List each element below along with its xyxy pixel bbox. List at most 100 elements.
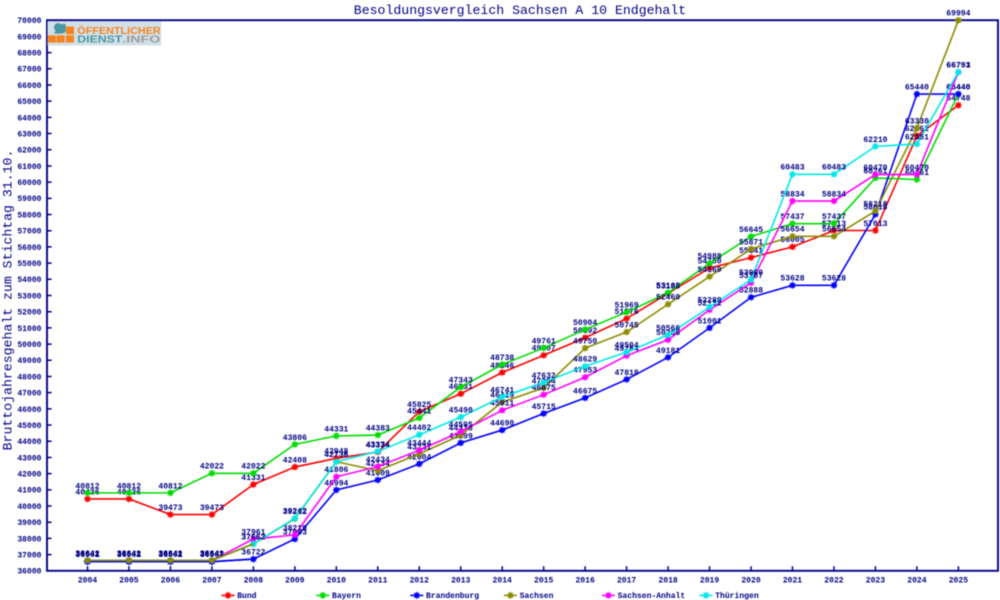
svg-text:70000: 70000 bbox=[17, 17, 41, 26]
svg-text:2008: 2008 bbox=[244, 577, 263, 586]
svg-text:2025: 2025 bbox=[949, 577, 968, 586]
svg-text:41331: 41331 bbox=[241, 474, 265, 483]
svg-text:40812: 40812 bbox=[75, 482, 99, 491]
svg-text:66000: 66000 bbox=[17, 82, 41, 91]
svg-text:36641: 36641 bbox=[158, 550, 182, 559]
svg-text:53138: 53138 bbox=[656, 283, 680, 292]
svg-text:40000: 40000 bbox=[17, 503, 41, 512]
svg-text:49000: 49000 bbox=[17, 357, 41, 366]
svg-text:Sachsen-Anhalt: Sachsen-Anhalt bbox=[618, 592, 686, 600]
svg-text:53628: 53628 bbox=[780, 275, 804, 284]
svg-text:45911: 45911 bbox=[490, 400, 514, 409]
svg-text:36642: 36642 bbox=[158, 550, 182, 559]
svg-text:40994: 40994 bbox=[324, 479, 348, 488]
svg-text:42022: 42022 bbox=[241, 463, 265, 472]
svg-text:42948: 42948 bbox=[324, 448, 348, 457]
svg-text:53168: 53168 bbox=[656, 282, 680, 291]
svg-text:39473: 39473 bbox=[200, 504, 224, 513]
svg-text:47632: 47632 bbox=[532, 372, 556, 381]
svg-text:36642: 36642 bbox=[75, 550, 99, 559]
svg-text:65440: 65440 bbox=[905, 83, 929, 92]
svg-text:66793: 66793 bbox=[946, 62, 970, 71]
svg-text:42434: 42434 bbox=[366, 456, 390, 465]
svg-text:46741: 46741 bbox=[490, 386, 514, 395]
svg-text:44595: 44595 bbox=[449, 421, 473, 430]
svg-text:2018: 2018 bbox=[658, 577, 677, 586]
svg-text:36641: 36641 bbox=[75, 550, 99, 559]
svg-text:60000: 60000 bbox=[17, 179, 41, 188]
svg-text:43000: 43000 bbox=[17, 454, 41, 463]
svg-text:36722: 36722 bbox=[241, 549, 265, 558]
svg-text:44331: 44331 bbox=[324, 425, 348, 434]
svg-text:39242: 39242 bbox=[283, 508, 307, 517]
svg-text:.INFO: .INFO bbox=[122, 35, 160, 46]
svg-text:50745: 50745 bbox=[615, 321, 639, 330]
svg-text:51001: 51001 bbox=[697, 317, 721, 326]
svg-text:36641: 36641 bbox=[75, 550, 99, 559]
svg-text:36641: 36641 bbox=[117, 550, 141, 559]
svg-text:54000: 54000 bbox=[17, 276, 41, 285]
svg-text:58834: 58834 bbox=[780, 190, 804, 199]
svg-text:2015: 2015 bbox=[534, 577, 553, 586]
svg-text:62210: 62210 bbox=[863, 136, 887, 145]
svg-text:36562: 36562 bbox=[75, 551, 99, 560]
svg-text:44000: 44000 bbox=[17, 438, 41, 447]
svg-text:2013: 2013 bbox=[451, 577, 470, 586]
svg-text:41000: 41000 bbox=[17, 487, 41, 496]
svg-text:2017: 2017 bbox=[617, 577, 636, 586]
svg-text:49504: 49504 bbox=[615, 342, 639, 351]
svg-text:45825: 45825 bbox=[407, 401, 431, 410]
svg-text:2020: 2020 bbox=[741, 577, 760, 586]
svg-text:38219: 38219 bbox=[283, 524, 307, 533]
svg-text:37000: 37000 bbox=[17, 552, 41, 561]
svg-text:69000: 69000 bbox=[17, 33, 41, 42]
svg-text:2006: 2006 bbox=[161, 577, 180, 586]
svg-text:Thüringen: Thüringen bbox=[715, 592, 759, 600]
svg-text:36641: 36641 bbox=[117, 550, 141, 559]
svg-text:46875: 46875 bbox=[532, 384, 556, 393]
svg-text:2019: 2019 bbox=[700, 577, 719, 586]
svg-text:ÖFFENTLICHER: ÖFFENTLICHER bbox=[77, 24, 161, 37]
svg-text:Sachsen: Sachsen bbox=[520, 592, 554, 600]
svg-text:56654: 56654 bbox=[822, 226, 846, 235]
svg-text:46000: 46000 bbox=[17, 406, 41, 415]
svg-text:49761: 49761 bbox=[532, 337, 556, 346]
svg-text:37662: 37662 bbox=[241, 533, 265, 542]
svg-text:47000: 47000 bbox=[17, 390, 41, 399]
svg-text:38000: 38000 bbox=[17, 535, 41, 544]
svg-text:43444: 43444 bbox=[407, 440, 431, 449]
svg-text:36641: 36641 bbox=[200, 550, 224, 559]
svg-text:63330: 63330 bbox=[905, 118, 929, 127]
svg-text:67000: 67000 bbox=[17, 66, 41, 75]
svg-text:2009: 2009 bbox=[285, 577, 304, 586]
svg-text:37961: 37961 bbox=[241, 528, 265, 537]
svg-text:36562: 36562 bbox=[117, 551, 141, 560]
svg-text:48000: 48000 bbox=[17, 373, 41, 382]
svg-text:48738: 48738 bbox=[490, 354, 514, 363]
svg-text:39473: 39473 bbox=[158, 504, 182, 513]
svg-text:65000: 65000 bbox=[17, 98, 41, 107]
svg-text:Bayern: Bayern bbox=[332, 592, 361, 600]
svg-text:2022: 2022 bbox=[824, 577, 843, 586]
svg-text:47818: 47818 bbox=[615, 369, 639, 378]
svg-text:40812: 40812 bbox=[158, 482, 182, 491]
svg-text:2010: 2010 bbox=[327, 577, 346, 586]
svg-text:DIENST: DIENST bbox=[77, 35, 123, 46]
svg-text:43806: 43806 bbox=[283, 434, 307, 443]
svg-text:58218: 58218 bbox=[863, 200, 887, 209]
svg-text:51000: 51000 bbox=[17, 325, 41, 334]
svg-text:53969: 53969 bbox=[739, 269, 763, 278]
svg-text:57000: 57000 bbox=[17, 228, 41, 237]
svg-text:42022: 42022 bbox=[200, 463, 224, 472]
svg-text:44690: 44690 bbox=[490, 419, 514, 428]
svg-text:2014: 2014 bbox=[493, 577, 512, 586]
svg-text:56000: 56000 bbox=[17, 244, 41, 253]
svg-text:42736: 42736 bbox=[324, 451, 348, 460]
svg-text:36642: 36642 bbox=[200, 550, 224, 559]
svg-text:36641: 36641 bbox=[200, 550, 224, 559]
svg-text:64748: 64748 bbox=[946, 95, 970, 104]
svg-text:39212: 39212 bbox=[283, 508, 307, 517]
svg-text:36562: 36562 bbox=[200, 551, 224, 560]
svg-text:51969: 51969 bbox=[615, 302, 639, 311]
svg-text:Bruttojahresgehalt zum Stichta: Bruttojahresgehalt zum Stichtag 31.10. bbox=[1, 150, 16, 451]
